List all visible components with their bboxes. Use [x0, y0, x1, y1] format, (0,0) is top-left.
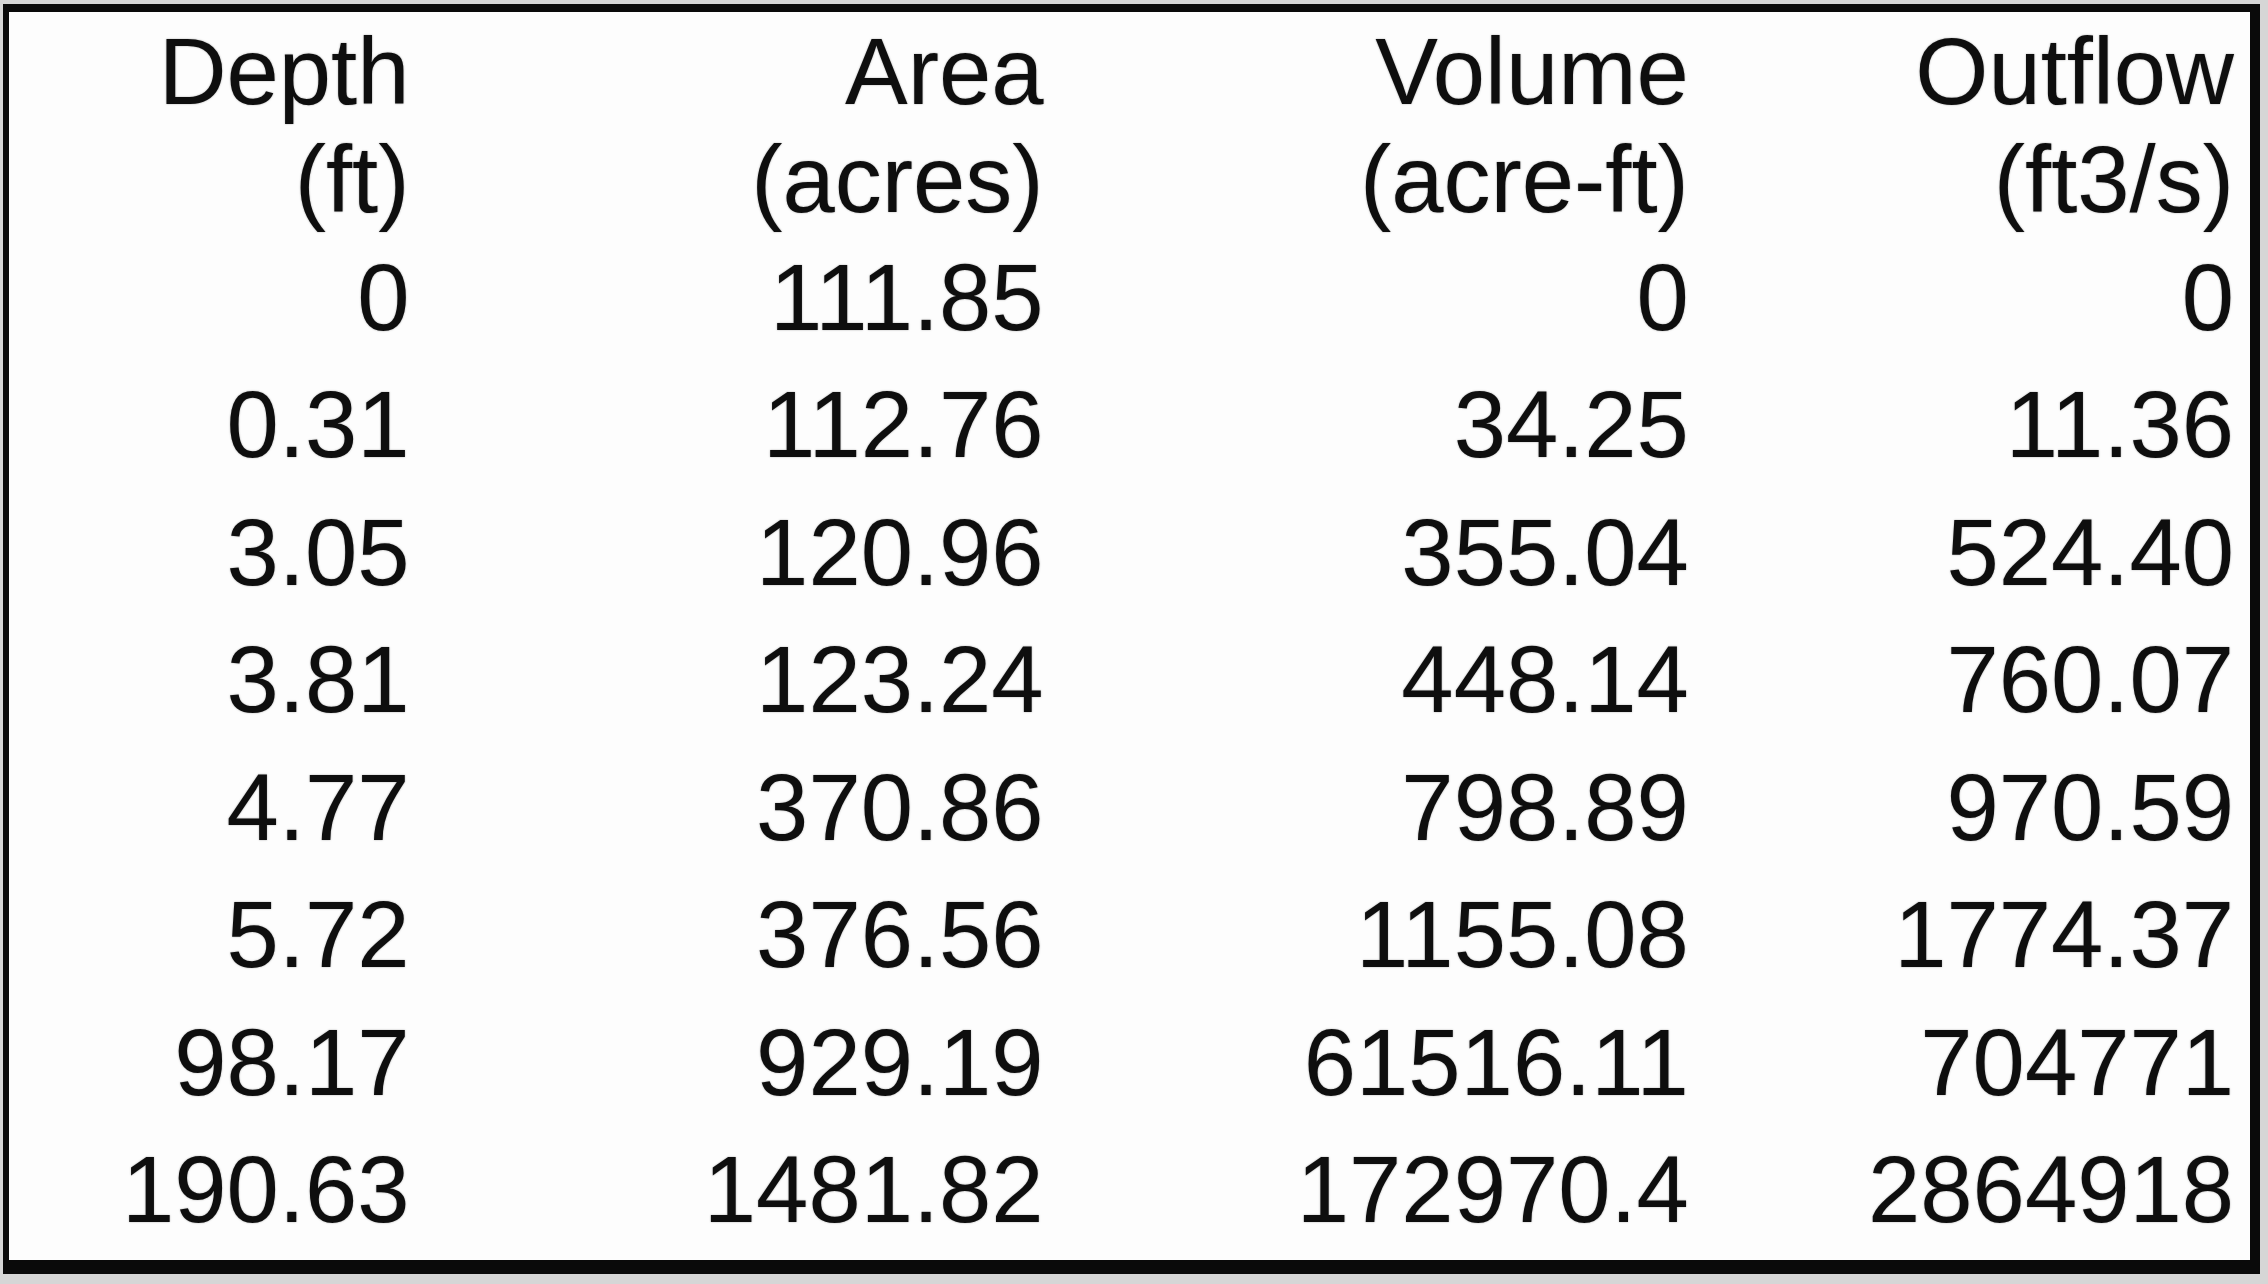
cell-volume: 1155.08 [1044, 872, 1689, 1000]
cell-depth: 5.72 [9, 872, 410, 1000]
cell-depth: 3.81 [9, 617, 410, 745]
cell-volume: 798.89 [1044, 744, 1689, 872]
table-row: 98.17929.1961516.11704771 [9, 999, 2234, 1127]
cell-outflow: 2864918 [1689, 1127, 2234, 1255]
cell-volume: 61516.11 [1044, 999, 1689, 1127]
cell-area: 929.19 [410, 999, 1044, 1127]
column-header-outflow: Outflow [1689, 18, 2234, 126]
cell-depth: 190.63 [9, 1127, 410, 1255]
column-unit-depth: (ft) [9, 126, 410, 234]
figure-background: DepthAreaVolumeOutflow (ft)(acres)(acre-… [0, 0, 2268, 1284]
cell-area: 112.76 [410, 362, 1044, 490]
cell-depth: 0 [9, 234, 410, 362]
table-body: 0111.85000.31112.7634.2511.363.05120.963… [9, 234, 2234, 1254]
table-row: 3.05120.96355.04524.40 [9, 489, 2234, 617]
table-row: 5.72376.561155.081774.37 [9, 872, 2234, 1000]
cell-outflow: 0 [1689, 234, 2234, 362]
cell-depth: 0.31 [9, 362, 410, 490]
column-header-area: Area [410, 18, 1044, 126]
cell-outflow: 1774.37 [1689, 872, 2234, 1000]
cell-volume: 0 [1044, 234, 1689, 362]
table-row: 0.31112.7634.2511.36 [9, 362, 2234, 490]
cell-outflow: 704771 [1689, 999, 2234, 1127]
column-header-depth: Depth [9, 18, 410, 126]
cell-depth: 98.17 [9, 999, 410, 1127]
cell-area: 123.24 [410, 617, 1044, 745]
column-unit-volume: (acre-ft) [1044, 126, 1689, 234]
column-unit-outflow: (ft3/s) [1689, 126, 2234, 234]
cell-area: 120.96 [410, 489, 1044, 617]
table-row: 0111.8500 [9, 234, 2234, 362]
header-unit-row: (ft)(acres)(acre-ft)(ft3/s) [9, 126, 2234, 234]
table-row: 190.631481.82172970.42864918 [9, 1127, 2234, 1255]
column-header-volume: Volume [1044, 18, 1689, 126]
cell-outflow: 11.36 [1689, 362, 2234, 490]
cell-depth: 4.77 [9, 744, 410, 872]
cell-volume: 448.14 [1044, 617, 1689, 745]
cell-outflow: 524.40 [1689, 489, 2234, 617]
cell-area: 111.85 [410, 234, 1044, 362]
table-row: 4.77370.86798.89970.59 [9, 744, 2234, 872]
table-frame: DepthAreaVolumeOutflow (ft)(acres)(acre-… [3, 4, 2260, 1274]
cell-outflow: 970.59 [1689, 744, 2234, 872]
cell-area: 370.86 [410, 744, 1044, 872]
cell-volume: 355.04 [1044, 489, 1689, 617]
stage-storage-discharge-table: DepthAreaVolumeOutflow (ft)(acres)(acre-… [9, 18, 2234, 1254]
cell-volume: 34.25 [1044, 362, 1689, 490]
cell-depth: 3.05 [9, 489, 410, 617]
table-row: 3.81123.24448.14760.07 [9, 617, 2234, 745]
column-unit-area: (acres) [410, 126, 1044, 234]
table-header: DepthAreaVolumeOutflow (ft)(acres)(acre-… [9, 18, 2234, 234]
cell-area: 1481.82 [410, 1127, 1044, 1255]
cell-volume: 172970.4 [1044, 1127, 1689, 1255]
cell-outflow: 760.07 [1689, 617, 2234, 745]
header-name-row: DepthAreaVolumeOutflow [9, 18, 2234, 126]
cell-area: 376.56 [410, 872, 1044, 1000]
